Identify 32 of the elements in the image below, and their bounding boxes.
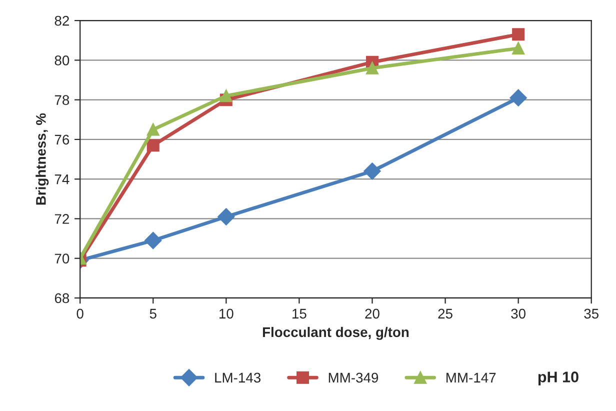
point xyxy=(146,123,160,136)
x-tick-label: 25 xyxy=(438,308,452,319)
point xyxy=(512,42,525,55)
x-axis-title: Flocculant dose, g/ton xyxy=(262,326,409,340)
y-tick-label: 76 xyxy=(54,134,70,145)
x-tick-label: 10 xyxy=(219,308,234,319)
point xyxy=(144,232,162,250)
y-tick-label: 74 xyxy=(54,174,70,184)
text: pH 10 xyxy=(538,372,578,386)
y-tick-label: 72 xyxy=(54,214,69,224)
point xyxy=(364,162,381,180)
y-tick-label: 78 xyxy=(54,95,70,105)
point xyxy=(512,28,525,41)
y-axis-title: Brightness, % xyxy=(36,113,49,205)
point xyxy=(366,62,378,74)
point xyxy=(218,208,235,226)
legend-label: MM-147 xyxy=(446,372,496,382)
x-tick-label: 20 xyxy=(365,308,380,319)
y-tick-label: 80 xyxy=(54,56,70,66)
x-tick-label: 35 xyxy=(584,308,599,319)
x-tick-label: 5 xyxy=(150,308,156,319)
legend-label: LM-143 xyxy=(215,372,260,383)
point xyxy=(510,89,527,106)
x-tick-label: 30 xyxy=(511,308,526,319)
x-tick-label: 0 xyxy=(76,308,84,319)
y-tick-label: 70 xyxy=(54,254,70,264)
point xyxy=(146,139,160,152)
x-tick-label: 15 xyxy=(292,308,306,319)
point xyxy=(220,90,232,102)
y-tick-label: 82 xyxy=(54,16,69,26)
y-tick-label: 68 xyxy=(54,293,70,304)
legend-label: MM-349 xyxy=(328,372,378,383)
